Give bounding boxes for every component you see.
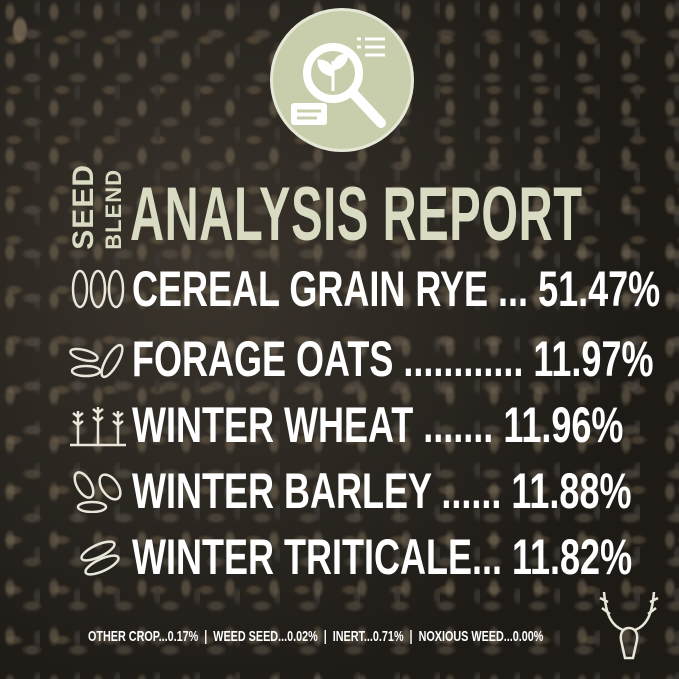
item-name: WINTER BARLEY [132,463,432,519]
leader-dots: ...... [431,463,512,519]
title-seed: SEED [67,164,100,250]
oats-icon [69,343,124,379]
rye-grain-icon [71,269,125,309]
analysis-logo [270,8,414,152]
blend-item-oats: FORAGE OATS ............ 11.97% [68,330,679,388]
deer-skull-icon [599,591,659,660]
item-name: WINTER TRITICALE [132,529,472,585]
plant-magnifier-report-icon [291,37,386,128]
other-content-footer: OTHER CROP...0.17% | WEED SEED...0.02% |… [88,628,544,645]
leader-dots: ... [471,529,512,585]
blend-item-rye: CEREAL GRAIN RYE ... 51.47% [68,260,679,318]
item-name: CEREAL GRAIN RYE [132,261,489,317]
wheat-icon [70,407,126,447]
item-percent: 11.82% [511,529,633,585]
leader-dots: ....... [413,397,504,453]
title-main: ANALYSIS REPORT [130,172,583,257]
item-percent: 11.97% [533,331,654,387]
blend-item-wheat: WINTER WHEAT ....... 11.96% [68,396,679,454]
item-name: WINTER WHEAT [132,397,414,453]
blend-item-barley: WINTER BARLEY ...... 11.88% [68,462,679,520]
report-title: SEED BLEND ANALYSIS REPORT [67,164,679,257]
title-blend: BLEND [101,169,126,250]
blend-item-triticale: WINTER TRITICALE... 11.82% [68,528,679,586]
triticale-icon [80,540,120,576]
barley-icon [73,471,122,513]
item-percent: 11.88% [511,463,632,519]
leader-dots: ............ [393,331,534,387]
leader-dots: ... [488,261,539,317]
item-name: FORAGE OATS [132,331,394,387]
item-percent: 11.96% [503,397,624,453]
item-percent: 51.47% [538,261,661,317]
